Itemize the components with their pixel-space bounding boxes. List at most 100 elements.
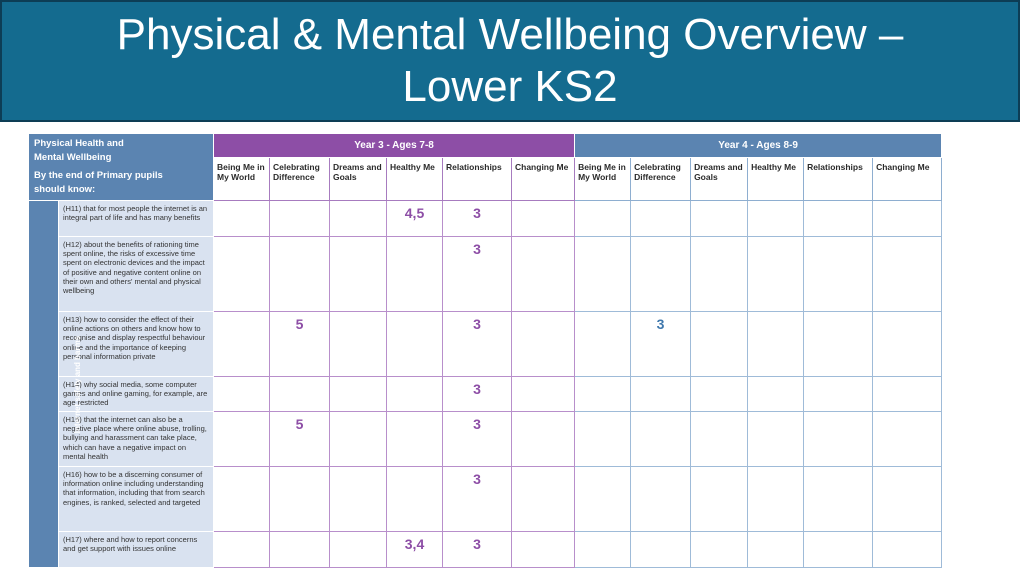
year4-column-header: Changing Me [872, 157, 943, 201]
statement-cell: (H12) about the benefits of rationing ti… [58, 236, 214, 312]
header-left: Physical Health and Mental Wellbeing By … [28, 133, 214, 201]
year4-cell [630, 236, 692, 312]
year4-column-header: Relationships [803, 157, 874, 201]
year3-cell [269, 466, 330, 532]
year4-cell [747, 411, 805, 467]
cell-value: 3 [473, 416, 481, 432]
year3-cell [329, 531, 387, 568]
year3-cell [386, 236, 443, 312]
year3-cell [510, 466, 576, 532]
header-left-line-3: By the end of Primary pupils [34, 170, 163, 181]
year3-cell [269, 200, 330, 237]
year4-cell [690, 236, 749, 312]
year3-cell [329, 236, 387, 312]
year4-cell [747, 531, 805, 568]
cell-value: 3 [473, 471, 481, 487]
year4-cell [574, 411, 632, 467]
year3-cell: 3 [442, 531, 512, 568]
cell-value: 3,4 [404, 536, 425, 552]
year4-cell [630, 411, 692, 467]
year3-column-header: Dreams and Goals [329, 157, 387, 201]
year4-cell [803, 200, 874, 237]
section-side-label: Internet safety and harms [28, 200, 82, 568]
table-row: (H15) that the internet can also be a ne… [29, 411, 943, 467]
cell-value: 3 [473, 241, 481, 257]
year3-column-header: Healthy Me [386, 157, 443, 201]
statement-cell: (H16) how to be a discerning consumer of… [58, 466, 214, 532]
year3-cell [510, 411, 576, 467]
year3-cell: 5 [269, 411, 330, 467]
statement-cell: (H13) how to consider the effect of thei… [58, 311, 214, 377]
year3-cell [510, 236, 576, 312]
year4-column-header: Celebrating Difference [630, 157, 692, 201]
header-left-line-4: should know: [34, 184, 96, 195]
year4-cell [574, 466, 632, 532]
cell-value: 5 [295, 316, 304, 332]
year3-cell: 3 [442, 311, 512, 377]
year4-cell [574, 200, 632, 237]
year4-cell [747, 376, 805, 412]
year4-column-header: Being Me in My World [574, 157, 632, 201]
cell-value: 3 [473, 536, 481, 552]
title-banner: Physical & Mental Wellbeing Overview – L… [0, 0, 1020, 122]
year3-column-header: Relationships [442, 157, 512, 201]
year4-cell [690, 200, 749, 237]
year4-cell [872, 200, 943, 237]
statement-cell: (H15) that the internet can also be a ne… [58, 411, 214, 467]
year3-cell: 3 [442, 236, 512, 312]
year3-cell [213, 200, 270, 237]
cell-value: 3 [473, 316, 481, 332]
year4-cell [630, 200, 692, 237]
year4-cell [690, 311, 749, 377]
year3-cell [213, 236, 270, 312]
wellbeing-overview-table: Physical Health and Mental Wellbeing By … [28, 132, 943, 568]
table-row: (H14) why social media, some computer ga… [29, 376, 943, 412]
year3-cell: 3 [442, 466, 512, 532]
year3-cell: 3 [442, 376, 512, 412]
cell-value: 4,5 [404, 205, 425, 221]
year3-cell [213, 376, 270, 412]
year4-cell [803, 531, 874, 568]
year3-cell [269, 531, 330, 568]
year3-cell [386, 411, 443, 467]
year4-cell [574, 376, 632, 412]
year3-cell: 3 [442, 200, 512, 237]
year4-cell: 3 [630, 311, 692, 377]
year3-cell [510, 311, 576, 377]
year4-header: Year 4 - Ages 8-9 [574, 132, 943, 159]
year3-cell [213, 411, 270, 467]
year4-cell [630, 531, 692, 568]
year4-cell [872, 311, 943, 377]
table-row: (H16) how to be a discerning consumer of… [29, 466, 943, 532]
year3-cell [329, 311, 387, 377]
year4-cell [803, 466, 874, 532]
year3-cell [329, 466, 387, 532]
year3-cell [329, 376, 387, 412]
cell-value: 3 [473, 205, 481, 221]
year4-cell [747, 311, 805, 377]
year4-cell [803, 311, 874, 377]
header-left-line-1: Physical Health and [34, 138, 124, 149]
cell-value: 3 [656, 316, 665, 332]
year4-cell [803, 376, 874, 412]
year4-cell [872, 466, 943, 532]
year4-cell [574, 236, 632, 312]
year3-cell: 4,5 [386, 200, 443, 237]
year3-cell [510, 531, 576, 568]
year3-cell: 3,4 [386, 531, 443, 568]
year4-cell [630, 376, 692, 412]
year3-cell [329, 411, 387, 467]
year4-cell [574, 311, 632, 377]
year3-column-header: Celebrating Difference [269, 157, 330, 201]
table-row: (H13) how to consider the effect of thei… [29, 311, 943, 377]
title-line-2: Lower KS2 [402, 62, 618, 111]
cell-value: 3 [473, 381, 481, 397]
year4-column-header: Dreams and Goals [690, 157, 749, 201]
year4-cell [872, 411, 943, 467]
year3-cell [510, 376, 576, 412]
year3-header: Year 3 - Ages 7-8 [212, 132, 576, 159]
year4-cell [690, 466, 749, 532]
year4-column-header: Healthy Me [747, 157, 805, 201]
year3-cell [386, 466, 443, 532]
year3-cell [269, 376, 330, 412]
